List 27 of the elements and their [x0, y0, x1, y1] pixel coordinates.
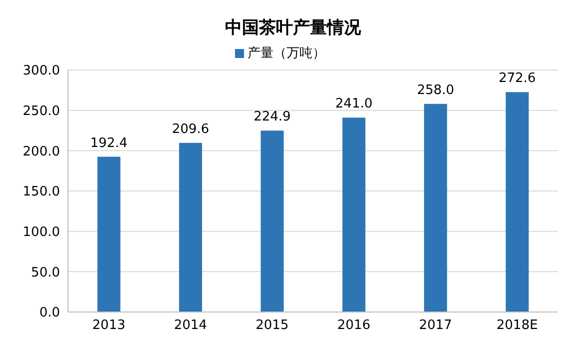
- x-tick-label: 2016: [337, 318, 370, 334]
- y-tick-label: 300.0: [22, 64, 60, 79]
- bar: [97, 156, 120, 312]
- chart-title: 中国茶叶产量情况: [224, 17, 362, 39]
- data-label: 209.6: [172, 122, 210, 137]
- data-label: 241.0: [335, 96, 373, 112]
- y-tick-label: 200.0: [22, 144, 60, 160]
- legend-label: 产量（万吨）: [248, 46, 326, 61]
- x-tick-label: 2013: [92, 318, 126, 334]
- x-tick-label: 2018E: [496, 318, 538, 334]
- y-tick-label: 100.0: [22, 224, 60, 240]
- data-label: 192.4: [90, 136, 128, 151]
- x-tick-label: 2015: [256, 318, 289, 334]
- bar: [342, 118, 366, 312]
- bar: [506, 92, 529, 312]
- data-label: 272.6: [498, 71, 536, 86]
- x-tick-label: 2017: [418, 318, 452, 334]
- data-label: 224.9: [254, 110, 291, 125]
- y-tick-label: 150.0: [22, 184, 60, 200]
- bar: [179, 142, 202, 312]
- bar: [424, 104, 448, 312]
- y-tick-label: 50.0: [31, 265, 60, 280]
- y-tick-label: 250.0: [22, 104, 60, 119]
- x-tick-label: 2014: [174, 318, 208, 334]
- y-tick-label: 0.0: [39, 306, 60, 321]
- data-label: 258.0: [416, 82, 454, 98]
- bar: [260, 130, 284, 312]
